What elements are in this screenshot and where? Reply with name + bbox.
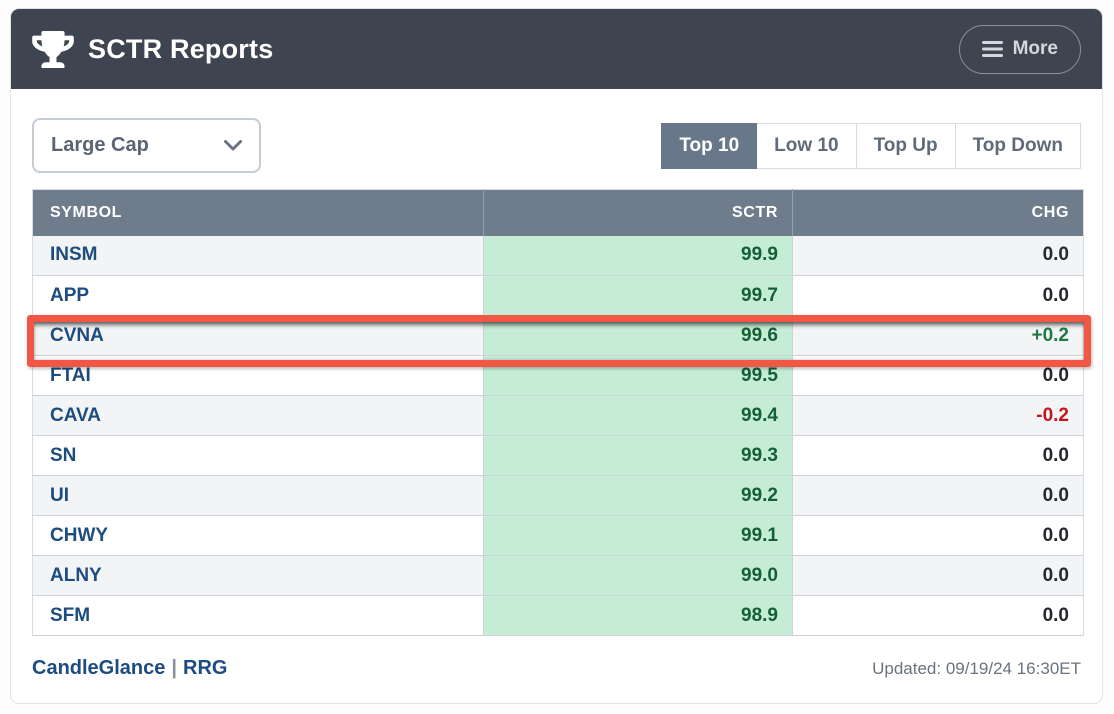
sctr-value: 99.7	[483, 275, 793, 316]
symbol-link[interactable]: INSM	[50, 244, 98, 266]
symbol-link[interactable]: CAVA	[50, 404, 102, 426]
header-bar: SCTR Reports More	[11, 9, 1102, 89]
sctr-value: 99.0	[483, 555, 793, 596]
table-row: INSM 99.9 0.0	[32, 235, 1084, 276]
table-row: UI 99.2 0.0	[32, 475, 1084, 516]
table-row: SFM 98.9 0.0	[32, 595, 1084, 636]
chg-value: 0.0	[792, 435, 1084, 476]
group-select-value: Large Cap	[51, 134, 149, 156]
tab-top-up[interactable]: Top Up	[856, 122, 956, 169]
table-row: CAVA 99.4 -0.2	[32, 395, 1084, 436]
controls-row: Large Cap Top 10 Low 10 Top Up Top Down	[32, 118, 1081, 173]
symbol-link[interactable]: ALNY	[50, 564, 102, 586]
sctr-value: 99.2	[483, 475, 793, 516]
symbol-link[interactable]: SN	[50, 444, 77, 466]
table-header-row: SYMBOL SCTR CHG	[32, 189, 1084, 236]
symbol-link[interactable]: FTAI	[50, 364, 91, 386]
sctr-value: 99.5	[483, 355, 793, 396]
candleglance-link[interactable]: CandleGlance	[32, 657, 166, 679]
sctr-reports-widget: SCTR Reports More Large Cap Top 10 Low 1…	[10, 8, 1103, 704]
table-row: SN 99.3 0.0	[32, 435, 1084, 476]
tab-top-down[interactable]: Top Down	[955, 122, 1081, 169]
chg-value: 0.0	[792, 355, 1084, 396]
chg-value: 0.0	[792, 235, 1084, 276]
table-row-highlighted: CVNA 99.6 +0.2	[32, 315, 1084, 356]
chevron-down-icon	[224, 140, 242, 151]
table-row: FTAI 99.5 0.0	[32, 355, 1084, 396]
table-row: APP 99.7 0.0	[32, 275, 1084, 316]
tab-low-10[interactable]: Low 10	[757, 122, 857, 169]
content-area: Large Cap Top 10 Low 10 Top Up Top Down …	[11, 118, 1102, 680]
report-tabs: Top 10 Low 10 Top Up Top Down	[661, 122, 1081, 169]
more-button-label: More	[1012, 38, 1058, 59]
more-button[interactable]: More	[958, 24, 1081, 74]
footer-links: CandleGlance | RRG	[32, 657, 227, 680]
chg-value: 0.0	[792, 515, 1084, 556]
symbol-link[interactable]: CVNA	[50, 324, 104, 346]
page-title: SCTR Reports	[88, 33, 274, 64]
tab-top-10[interactable]: Top 10	[661, 122, 758, 169]
sctr-value: 98.9	[483, 595, 793, 636]
column-header-sctr: SCTR	[483, 189, 793, 236]
symbol-link[interactable]: APP	[50, 284, 90, 306]
hamburger-icon	[981, 41, 1003, 57]
rrg-link[interactable]: RRG	[183, 657, 228, 679]
chg-value: -0.2	[792, 395, 1084, 436]
chg-value: 0.0	[792, 595, 1084, 636]
link-separator: |	[171, 657, 177, 679]
sctr-value: 99.3	[483, 435, 793, 476]
sctr-table: SYMBOL SCTR CHG INSM 99.9 0.0 APP 99.7 0…	[32, 189, 1084, 636]
trophy-icon	[32, 30, 74, 68]
sctr-value: 99.4	[483, 395, 793, 436]
footer: CandleGlance | RRG Updated: 09/19/24 16:30…	[32, 657, 1081, 680]
table-row: CHWY 99.1 0.0	[32, 515, 1084, 556]
column-header-symbol: SYMBOL	[32, 189, 484, 236]
sctr-value: 99.9	[483, 235, 793, 276]
symbol-link[interactable]: SFM	[50, 604, 91, 626]
chg-value: 0.0	[792, 475, 1084, 516]
chg-value: 0.0	[792, 555, 1084, 596]
table-row: ALNY 99.0 0.0	[32, 555, 1084, 596]
column-header-chg: CHG	[792, 189, 1084, 236]
symbol-link[interactable]: UI	[50, 484, 69, 506]
symbol-link[interactable]: CHWY	[50, 524, 109, 546]
group-select[interactable]: Large Cap	[32, 118, 261, 173]
chg-value: +0.2	[792, 315, 1084, 356]
sctr-value: 99.1	[483, 515, 793, 556]
updated-timestamp: Updated: 09/19/24 16:30ET	[872, 659, 1081, 678]
sctr-value: 99.6	[483, 315, 793, 356]
chg-value: 0.0	[792, 275, 1084, 316]
